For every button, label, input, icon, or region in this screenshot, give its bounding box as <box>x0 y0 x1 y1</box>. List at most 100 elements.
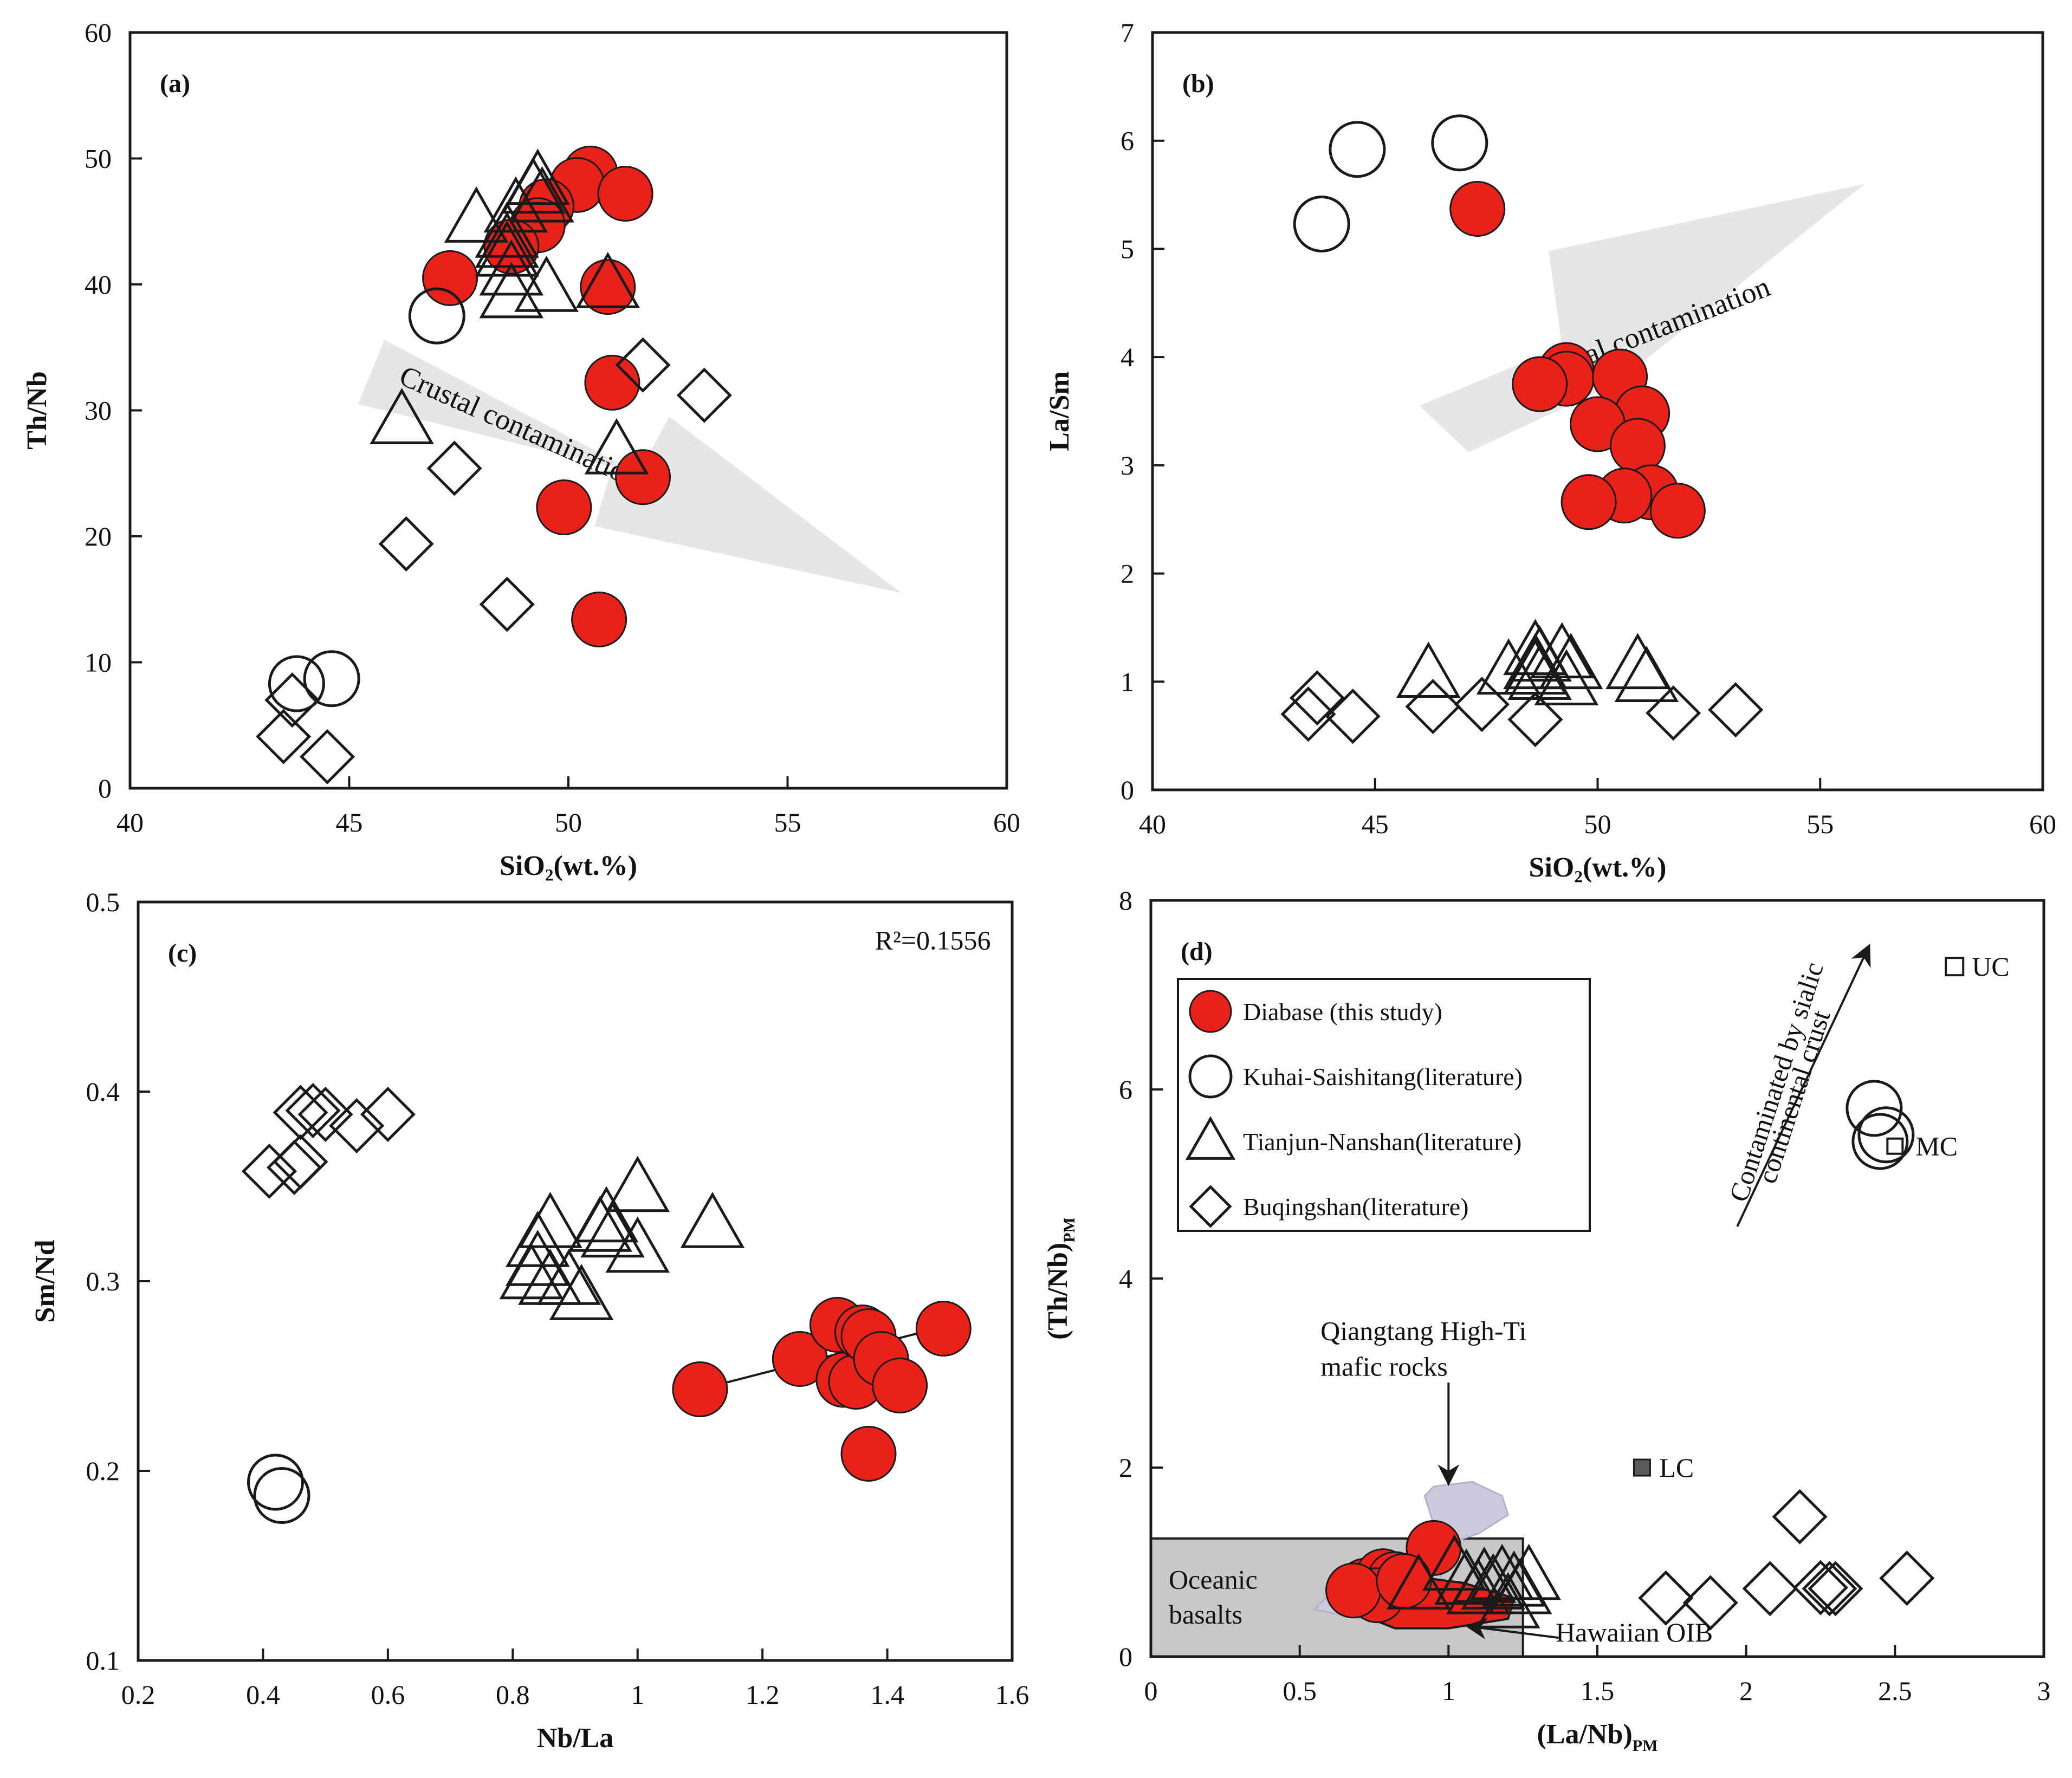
y-tick-label: 10 <box>85 647 112 678</box>
x-tick-label: 40 <box>1139 809 1166 839</box>
uc-label: UC <box>1972 951 2009 982</box>
data-point-triangle <box>479 239 544 296</box>
x-tick-label: 1.4 <box>870 1679 904 1710</box>
legend-label: Tianjun-Nanshan(literature) <box>1243 1128 1521 1156</box>
data-point-circle-red <box>422 250 478 306</box>
lc-marker <box>1633 1458 1651 1477</box>
data-point-circle-red <box>872 1358 928 1413</box>
data-point-circle-open <box>1846 1080 1903 1137</box>
data-point-triangle <box>580 1201 645 1258</box>
data-point-triangle <box>475 220 540 277</box>
data-point-triangle <box>514 255 579 312</box>
data-point-triangle <box>549 1263 614 1320</box>
x-axis-label: (La/Nb)PM <box>1537 1719 1658 1755</box>
panel-label: (b) <box>1182 69 1214 98</box>
plot-frame <box>137 900 1014 1662</box>
data-point-circle-red <box>597 166 653 222</box>
data-point-triangle <box>444 186 509 243</box>
legend-marker-circle-open <box>1188 1054 1233 1099</box>
x-tick-label: 45 <box>336 807 363 838</box>
y-tick-label: 4 <box>1119 1263 1132 1294</box>
data-point-triangle <box>1387 1553 1451 1610</box>
y-tick-label: 6 <box>1121 126 1134 156</box>
data-point-circle-red <box>1449 181 1506 237</box>
data-point-circle-open <box>1293 195 1350 252</box>
qiangtang-label: mafic rocks <box>1320 1352 1448 1382</box>
data-point-circle-red <box>915 1301 972 1357</box>
x-tick-label: 0.8 <box>496 1679 530 1710</box>
x-tick-label: 50 <box>1584 809 1611 839</box>
data-point-diamond <box>1638 1570 1694 1626</box>
data-point-diamond <box>1325 689 1381 744</box>
data-point-diamond <box>1289 670 1345 726</box>
oceanic-basalts-label: basalts <box>1169 1599 1242 1630</box>
data-point-triangle <box>575 251 640 308</box>
data-point-diamond <box>615 337 671 393</box>
hawaiian-arrow <box>1465 1618 1559 1640</box>
oceanic-basalts-label: Oceanic <box>1169 1564 1258 1594</box>
data-point-circle-red <box>615 449 671 505</box>
x-tick-label: 1.6 <box>995 1679 1029 1710</box>
x-tick-label: 0.6 <box>371 1679 405 1710</box>
x-axis-label-subscript: PM <box>1633 1737 1658 1755</box>
data-point-triangle <box>584 418 649 475</box>
chart-panel-d: 0 0.5 1 1.5 2 2.5 3 0 2 4 6 8 (d) (La/Nb)PM (Th/Nb)PM O… <box>1043 885 2051 1755</box>
y-tick-label: 40 <box>85 269 112 300</box>
y-tick-label: 0.4 <box>86 1076 120 1107</box>
y-tick-label: 60 <box>85 17 112 48</box>
data-point-triangle <box>1422 1534 1487 1591</box>
y-axis-label-subscript: PM <box>1060 1217 1078 1243</box>
data-point-diamond <box>285 1082 341 1139</box>
data-point-triangle <box>574 1186 639 1243</box>
y-tick-label: 0 <box>98 773 112 803</box>
data-point-triangle <box>475 211 540 268</box>
data-point-circle-red <box>840 1426 897 1482</box>
x-tick-label: 2 <box>1739 1676 1753 1706</box>
y-tick-label: 0 <box>1119 1641 1132 1672</box>
legend-label: Kuhai-Saishitang(literature) <box>1243 1063 1523 1091</box>
x-axis-label: SiO₂(wt.%) <box>500 851 637 881</box>
x-tick-label: 55 <box>1806 809 1834 839</box>
data-point-triangle <box>518 1191 582 1248</box>
y-tick-label: 0 <box>1121 775 1134 805</box>
data-point-triangle <box>475 201 540 258</box>
y-tick-label: 0.2 <box>86 1456 120 1486</box>
data-point-circle-red <box>1325 1562 1382 1619</box>
data-point-diamond <box>241 1143 297 1199</box>
data-point-circle-red <box>1609 418 1666 474</box>
data-point-diamond <box>329 1098 385 1154</box>
data-point-diamond <box>1742 1561 1798 1617</box>
data-point-triangle <box>605 1216 670 1273</box>
panel-label: (c) <box>168 939 197 968</box>
data-point-triangle <box>1614 646 1679 703</box>
data-point-triangle <box>506 1210 570 1267</box>
data-point-diamond <box>1708 682 1764 738</box>
data-point-circle-open <box>1857 1106 1915 1164</box>
data-point-diamond <box>1405 679 1461 735</box>
x-tick-label: 0.4 <box>246 1679 280 1710</box>
y-tick-label: 0.1 <box>86 1645 120 1676</box>
y-axis-label: Sm/Nd <box>30 1240 61 1322</box>
data-point-diamond <box>1280 686 1336 742</box>
data-point-triangle <box>1475 1572 1540 1628</box>
y-tick-label: 0.3 <box>86 1266 120 1296</box>
x-tick-label: 0 <box>1144 1676 1158 1706</box>
y-tick-label: 5 <box>1121 233 1134 264</box>
legend-marker-triangle <box>1185 1116 1236 1160</box>
data-point-circle-red <box>1649 483 1706 539</box>
data-point-triangle <box>1476 638 1541 695</box>
data-point-triangle <box>1497 1543 1561 1600</box>
x-tick-label: 60 <box>993 807 1020 838</box>
x-tick-label: 0.2 <box>121 1679 156 1710</box>
x-tick-label: 1.2 <box>746 1679 780 1710</box>
data-point-triangle <box>1503 619 1568 676</box>
data-point-circle-red <box>571 591 627 647</box>
y-axis-label: Th/Nb <box>22 371 53 450</box>
data-point-diamond <box>1808 1561 1863 1617</box>
legend-label: Buqingshan(literature) <box>1243 1193 1468 1221</box>
data-point-triangle <box>536 1248 601 1305</box>
data-point-circle-open <box>253 1467 310 1524</box>
data-point-diamond <box>264 672 320 728</box>
data-point-triangle <box>680 1191 745 1248</box>
